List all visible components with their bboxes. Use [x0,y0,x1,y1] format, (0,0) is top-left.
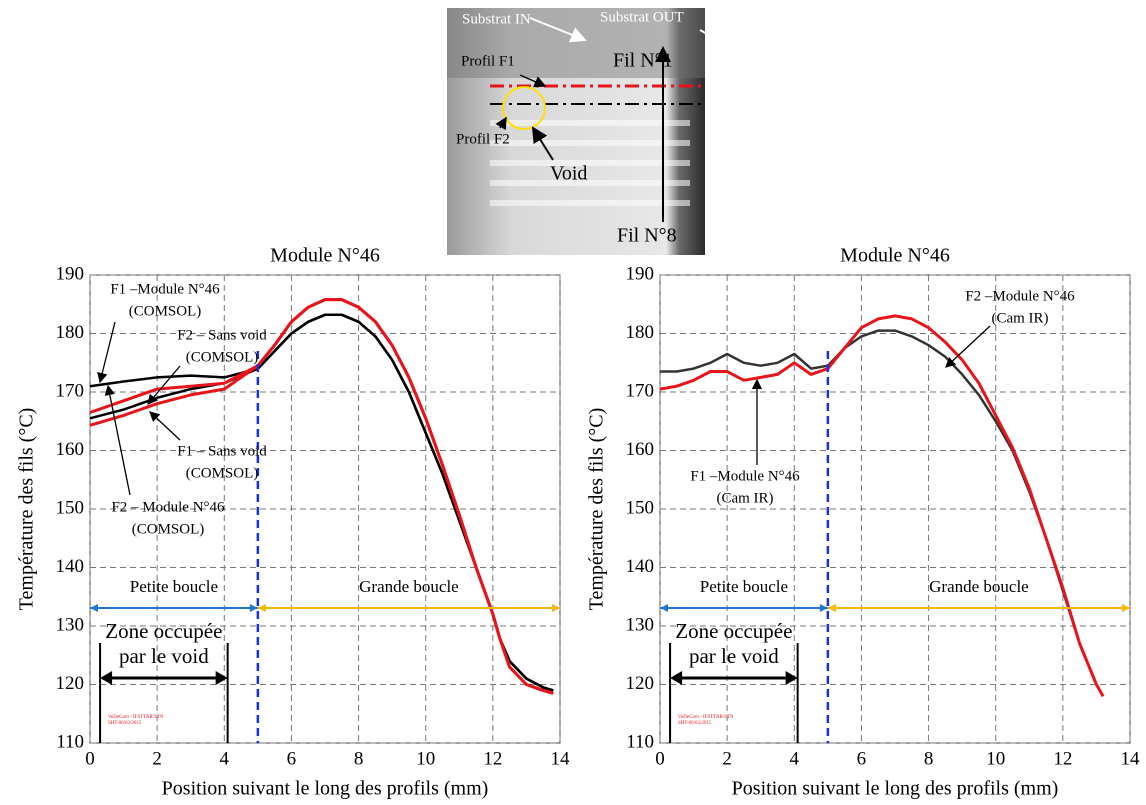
x-tick-label: 10 [986,748,1005,769]
x-axis-label: Position suivant le long des profils (mm… [162,778,489,800]
y-tick-label: 150 [626,497,655,518]
x-tick-label: 8 [924,748,934,769]
span-label: Grande boucle [359,577,459,596]
span-label: Grande boucle [929,577,1029,596]
y-tick-label: 160 [626,439,655,460]
data-line [659,314,1105,697]
y-tick-label: 150 [56,497,85,518]
annotation: (COMSOL) [186,465,259,481]
annotation: F1 – Sans void [177,443,267,459]
annotation: F2 –Module N°46 [965,288,1075,304]
x-tick-label: 14 [551,748,571,769]
y-tick-label: 120 [626,673,655,694]
x-tick-label: 6 [857,748,867,769]
x-tick-label: 12 [483,748,502,769]
image-label: Profil F1 [461,53,515,69]
watermark: SHT-06/03/2015 [108,721,142,726]
annotation: F1 –Module N°46 [110,281,220,297]
y-axis-label: Température des fils (°C) [586,408,608,611]
watermark: SHT-06/03/2015 [678,721,712,726]
x-tick-label: 10 [416,748,435,769]
zone-label: Zone occupée [675,619,792,643]
watermark: VeDeCom - IFSTTAR/LTN [678,715,734,720]
annotation: F2 – Module N°46 [111,499,225,515]
image-label: Substrat IN [462,11,531,27]
annotation-arrow [149,411,181,441]
x-tick-label: 2 [722,748,732,769]
y-tick-label: 180 [56,322,85,343]
watermark: VeDeCom - IFSTTAR/LTN [108,715,164,720]
y-tick-label: 120 [56,673,85,694]
annotation-arrow [147,365,181,405]
zone-label: par le void [119,644,209,668]
image-label: Fil N°1 [613,50,673,72]
y-tick-label: 110 [626,731,654,752]
annotation: F2 – Sans void [177,327,267,343]
span-label: Petite boucle [130,577,218,596]
annotation: (Cam IR) [991,310,1048,326]
annotation-arrow [104,384,131,496]
data-line [89,298,554,695]
chart-title: Module N°46 [840,245,950,267]
annotation: (COMSOL) [132,521,205,537]
image-label: Void [550,163,587,185]
y-tick-label: 170 [56,380,85,401]
y-tick-label: 160 [56,439,85,460]
annotation-arrow [97,321,116,384]
chart-title: Module N°46 [270,245,380,267]
y-tick-label: 140 [56,556,85,577]
ir-image [447,8,742,255]
zone-label: par le void [689,644,779,668]
y-axis-label: Température des fils (°C) [16,408,38,611]
annotation-arrow [945,325,991,368]
x-tick-label: 4 [220,748,230,769]
x-tick-label: 4 [790,748,800,769]
image-label: Profil F2 [456,131,510,147]
x-tick-label: 6 [287,748,297,769]
span-label: Petite boucle [700,577,788,596]
annotation: (COMSOL) [186,349,259,365]
x-tick-label: 8 [354,748,364,769]
y-tick-label: 170 [626,380,655,401]
annotation: (COMSOL) [129,303,202,319]
y-tick-label: 190 [56,263,85,284]
y-tick-label: 190 [626,263,655,284]
y-tick-label: 130 [56,614,85,635]
x-tick-label: 0 [85,748,95,769]
y-tick-label: 130 [626,614,655,635]
image-label: Fil N°8 [617,225,677,247]
x-tick-label: 14 [1121,748,1141,769]
y-tick-label: 180 [626,322,655,343]
zone-label: Zone occupée [105,619,222,643]
x-axis-label: Position suivant le long des profils (mm… [732,778,1059,800]
x-tick-label: 2 [152,748,162,769]
x-tick-label: 0 [655,748,665,769]
annotation: (Cam IR) [716,490,773,506]
image-label: Substrat OUT [600,9,684,25]
annotation: F1 –Module N°46 [690,468,800,484]
y-tick-label: 110 [56,731,84,752]
x-tick-label: 12 [1053,748,1072,769]
y-tick-label: 140 [626,556,655,577]
